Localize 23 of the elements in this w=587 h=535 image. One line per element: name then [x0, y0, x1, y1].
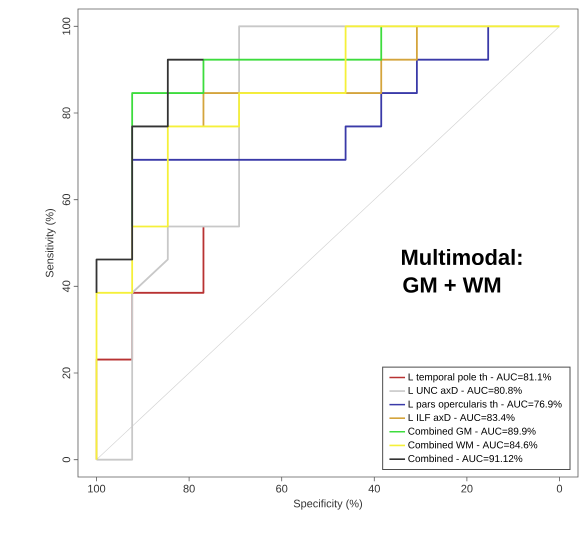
- y-tick-label: 0: [62, 457, 70, 462]
- y-tick-label: 60: [62, 194, 70, 206]
- legend-label: Combined GM - AUC=89.9%: [408, 427, 536, 435]
- x-tick-label: 40: [368, 484, 380, 493]
- legend-label: L temporal pole th - AUC=81.1%: [408, 373, 552, 382]
- x-tick-label: 60: [276, 484, 288, 493]
- annotation: GM + WM: [403, 277, 500, 293]
- legend-label: Combined WM - AUC=84.6%: [408, 441, 538, 448]
- x-axis-title: Specificity (%): [294, 499, 362, 510]
- legend-label: L UNC axD - AUC=80.8%: [408, 386, 522, 394]
- y-tick-label: 100: [62, 18, 70, 35]
- legend-label: L pars opercularis th - AUC=76.9%: [408, 400, 562, 410]
- x-tick-label: 20: [461, 484, 473, 493]
- x-tick-label: 0: [556, 484, 562, 493]
- legend-label: L ILF axD - AUC=83.4%: [408, 414, 515, 422]
- y-tick-label: 40: [62, 280, 70, 292]
- y-axis-title: Sensitivity (%): [45, 208, 56, 278]
- y-tick-label: 20: [62, 367, 70, 379]
- x-tick-label: 100: [88, 484, 106, 493]
- legend-label: Combined - AUC=91.12%: [408, 454, 522, 462]
- annotation: Multimodal:: [402, 248, 522, 266]
- x-tick-label: 80: [183, 484, 195, 493]
- y-tick-label: 80: [62, 107, 70, 119]
